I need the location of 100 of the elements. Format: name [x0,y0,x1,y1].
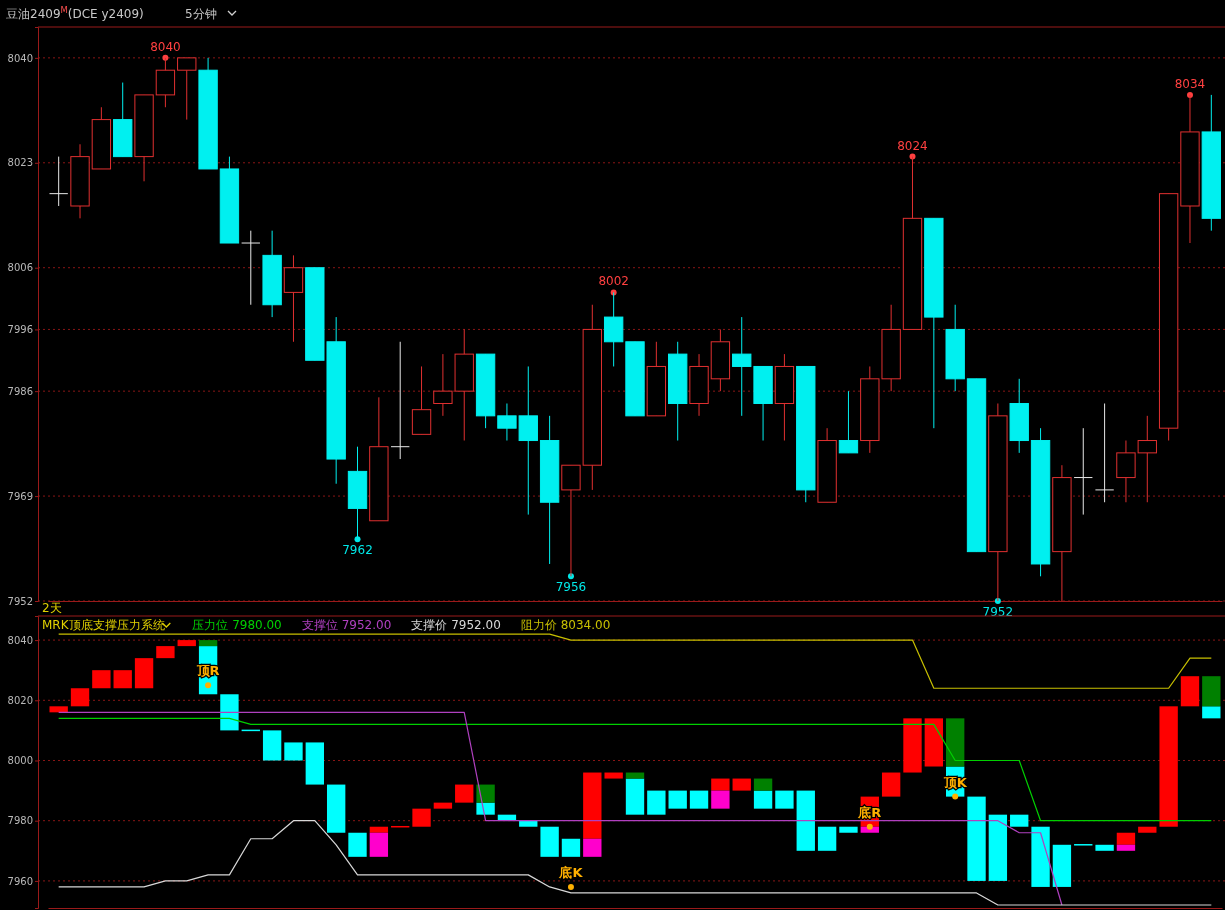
bar [689,790,709,809]
bar [1031,826,1050,887]
data-label: 底K [558,864,584,880]
bar [1180,676,1200,707]
bar [1202,676,1221,707]
bar [540,826,559,857]
annotation: 2天 [42,601,62,615]
bar [92,670,111,689]
bar [134,658,154,689]
data-label: 8034 [1174,76,1206,91]
candlestick [1094,402,1115,503]
y-tick-label: 8040 [7,52,33,64]
series-label: 阻力价 8034.00 [520,618,611,632]
bar [113,670,132,689]
candlestick [390,341,410,460]
bar [1095,844,1114,851]
point [205,682,212,689]
chart-title: 豆油2409$^{M}$(DCE y2409) [6,5,144,21]
bar [1159,706,1178,827]
bar [625,778,645,815]
bar [881,772,901,797]
bar [775,790,794,809]
bar [1116,832,1136,845]
bar [668,790,687,809]
y-tick-label: 8006 [7,262,33,274]
bar [903,718,922,773]
bar [1138,826,1157,833]
data-label: 7952 [982,605,1014,619]
data-label: 7956 [555,580,587,595]
y-tick-label: 8000 [7,755,33,767]
bar [433,802,453,809]
y-tick-label: 8020 [7,694,33,706]
y-tick-label: 7996 [7,324,33,336]
candlestick [1073,427,1093,516]
candlestick [838,390,859,454]
y-tick-label: 7980 [7,815,33,827]
text: 支撑价 7952.00 [411,618,501,632]
bar [284,742,303,761]
point [567,883,574,890]
bar [583,838,602,857]
candlestick [48,156,69,207]
bar [1010,814,1029,827]
bar [455,784,474,803]
bar [817,826,837,851]
line-series [58,711,1063,906]
text: 压力位 7980.00 [192,618,282,632]
bar [476,802,495,815]
candlestick [177,57,197,121]
bar [198,640,218,647]
bar [625,772,645,779]
bar [753,778,773,791]
bar [305,742,324,785]
candlestick [241,230,261,306]
bar [967,796,986,881]
bar [369,826,389,833]
bar [711,790,730,809]
bar [1052,844,1072,887]
line-series [58,717,1212,822]
bar [988,814,1008,881]
bar [583,772,602,839]
text: 支撑位 7952.00 [301,618,392,632]
bar [49,706,68,713]
point [866,823,873,830]
bar [1202,706,1221,719]
bar [732,778,751,791]
bar [946,718,965,767]
bar [924,718,944,767]
bar [177,640,196,647]
line-series [58,633,1212,689]
bar [369,832,389,857]
y-tick-label: 7969 [7,490,33,502]
bar [70,688,90,707]
y-tick-label: 7952 [7,595,33,607]
y-tick-label: 7986 [7,385,33,397]
legend-title: MRK顶底支撑压力系统 [42,618,165,632]
bar [220,694,239,731]
y-tick-label: 7960 [7,875,33,887]
bar [796,790,815,851]
bar [262,730,282,761]
bar [326,784,346,833]
bar [839,826,858,833]
bar [647,790,666,815]
bar [519,820,538,827]
line-series [58,820,1212,906]
bar [1116,844,1136,851]
y-tick-label: 8040 [7,634,33,646]
bar [348,832,367,857]
bar [412,808,431,827]
bar [156,646,175,659]
data-label: 8024 [897,138,928,153]
chart-subtitle: 5分钟 [185,7,217,21]
data-label: 8002 [598,274,629,289]
bar [604,772,623,779]
data-label: 8040 [150,39,181,54]
data-label: 7962 [342,543,373,558]
point [952,793,959,800]
bar [561,838,581,857]
bar [476,784,495,803]
bar [711,778,730,791]
y-tick-label: 8023 [7,157,33,169]
